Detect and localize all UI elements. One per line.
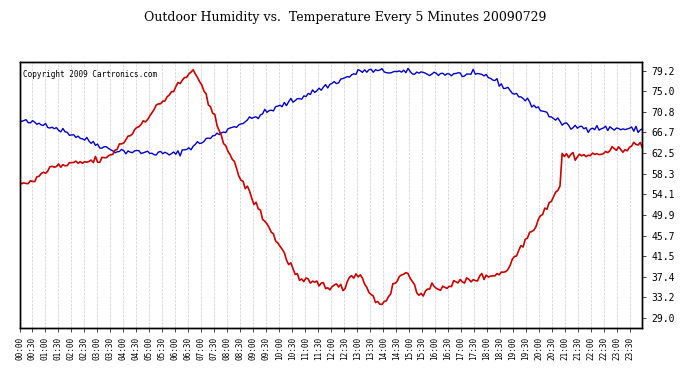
Text: Outdoor Humidity vs.  Temperature Every 5 Minutes 20090729: Outdoor Humidity vs. Temperature Every 5…: [144, 11, 546, 24]
Text: Copyright 2009 Cartronics.com: Copyright 2009 Cartronics.com: [23, 70, 157, 79]
